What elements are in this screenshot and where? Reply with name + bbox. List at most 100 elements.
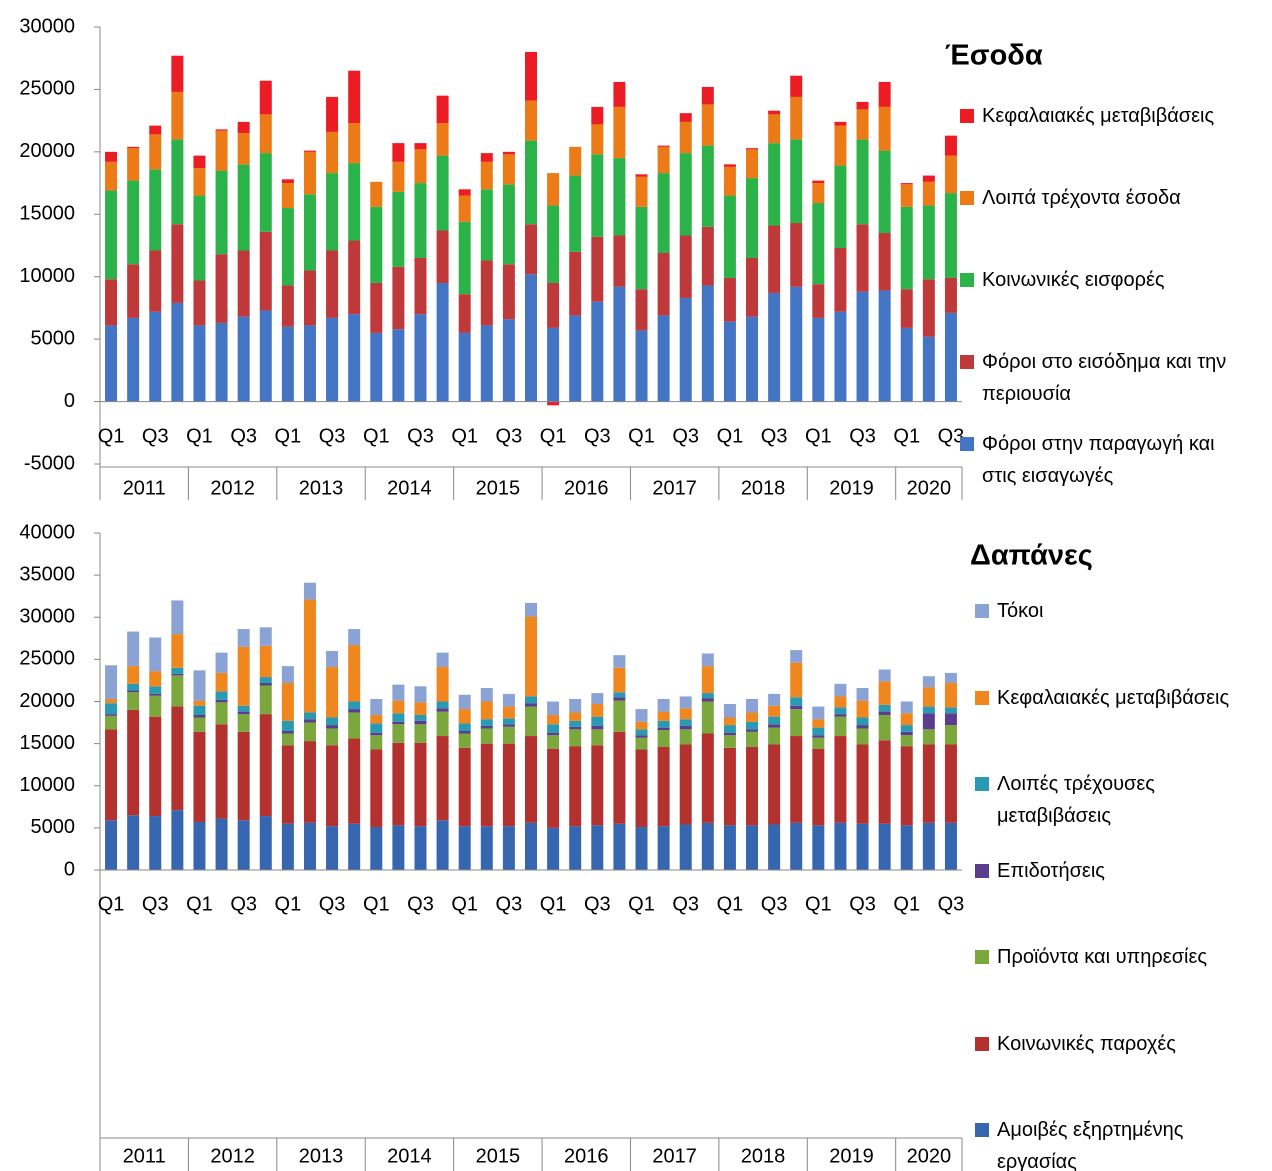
bar-segment: [812, 719, 825, 728]
bar-segment: [215, 724, 228, 819]
bar-segment: [547, 173, 560, 206]
bar-segment: [281, 682, 294, 721]
bar-segment: [613, 655, 626, 668]
bar-segment: [193, 195, 206, 281]
bar-segment: [370, 723, 383, 733]
bar-segment: [370, 735, 383, 750]
bar-segment: [944, 135, 957, 156]
bar-segment: [679, 744, 692, 825]
legend-swatch: [960, 355, 974, 369]
bar-segment: [303, 325, 316, 402]
legend-label: Προϊόντα και υπηρεσίες: [997, 946, 1208, 968]
bar-segment: [856, 101, 869, 110]
bar-segment: [502, 724, 515, 727]
bar-segment: [922, 676, 935, 688]
group-label: 2016: [564, 1145, 609, 1167]
bar-segment: [105, 161, 118, 191]
y-tick-label: 0: [64, 390, 75, 412]
bar-segment: [171, 600, 184, 635]
legend-label: Τόκοι: [997, 600, 1044, 622]
bar-segment: [149, 125, 162, 135]
bar-segment: [856, 688, 869, 701]
legend-swatch: [960, 273, 974, 287]
bar-segment: [259, 310, 272, 402]
x-tick-label: Q3: [407, 425, 434, 447]
bar-segment: [591, 106, 604, 125]
bar-segment: [193, 325, 206, 402]
bar-segment: [281, 183, 294, 209]
bar-segment: [105, 729, 118, 821]
bar-segment: [657, 826, 670, 870]
bar-segment: [502, 154, 515, 185]
bar-segment: [547, 701, 560, 715]
legend-label: Επιδοτήσεις: [997, 859, 1105, 882]
bar-segment: [215, 322, 228, 402]
bar-segment: [414, 720, 427, 725]
bar-segment: [812, 727, 825, 736]
bar-segment: [944, 682, 957, 708]
x-tick-label: Q1: [540, 893, 567, 915]
bar-segment: [193, 731, 206, 822]
bar-segment: [790, 139, 803, 224]
x-tick-label: Q3: [142, 425, 169, 447]
group-label: 2012: [210, 1145, 255, 1167]
bar-segment: [237, 714, 250, 732]
bar-segment: [657, 315, 670, 402]
bar-segment: [679, 719, 692, 726]
bar-segment: [303, 151, 316, 195]
bar-segment: [812, 825, 825, 870]
bar-segment: [105, 698, 118, 704]
bar-segment: [436, 711, 449, 737]
bar-segment: [392, 713, 405, 722]
x-tick-label: Q1: [98, 893, 125, 915]
x-tick-label: Q1: [717, 425, 744, 447]
bar-segment: [790, 697, 803, 706]
x-tick-label: Q1: [628, 425, 655, 447]
x-tick-label: Q3: [319, 425, 346, 447]
bar-segment: [834, 714, 847, 717]
bar-segment: [922, 687, 935, 707]
bar-segment: [348, 709, 361, 713]
bar-segment: [303, 270, 316, 326]
bar-segment: [480, 161, 493, 190]
bar-segment: [281, 720, 294, 731]
x-tick-label: Q1: [805, 893, 832, 915]
bar-segment: [105, 279, 118, 326]
y-tick-label: 25000: [19, 78, 75, 100]
bar-segment: [171, 810, 184, 870]
bar-segment: [547, 327, 560, 402]
bar-segment: [768, 824, 781, 870]
bar-segment: [613, 158, 626, 236]
bar-segment: [856, 717, 869, 726]
bar-segment: [569, 251, 582, 316]
bar-segment: [812, 748, 825, 826]
bar-segment: [237, 646, 250, 706]
bar-segment: [237, 711, 250, 715]
bar-segment: [723, 725, 736, 733]
bar-segment: [502, 743, 515, 827]
x-tick-label: Q1: [363, 425, 390, 447]
bar-segment: [613, 823, 626, 870]
bar-segment: [171, 706, 184, 811]
bar-segment: [149, 716, 162, 817]
bar-segment: [525, 736, 537, 823]
x-tick-label: Q3: [849, 425, 876, 447]
bar-segment: [149, 695, 162, 717]
bar-segment: [171, 91, 184, 140]
y-tick-label: 40000: [19, 521, 75, 543]
bar-segment: [326, 173, 339, 251]
bar-segment: [259, 816, 272, 870]
bar-segment: [613, 700, 626, 732]
bar-segment: [525, 703, 537, 707]
group-label: 2018: [741, 477, 786, 499]
bar-segment: [657, 173, 670, 253]
bar-segment: [723, 195, 736, 278]
bar-segment: [900, 701, 913, 714]
x-tick-label: Q1: [186, 425, 213, 447]
bar-segment: [370, 282, 383, 333]
bar-segment: [458, 733, 471, 748]
x-tick-label: Q3: [496, 893, 523, 915]
bar-segment: [215, 699, 228, 703]
bar-segment: [436, 708, 449, 712]
bar-segment: [193, 821, 206, 870]
